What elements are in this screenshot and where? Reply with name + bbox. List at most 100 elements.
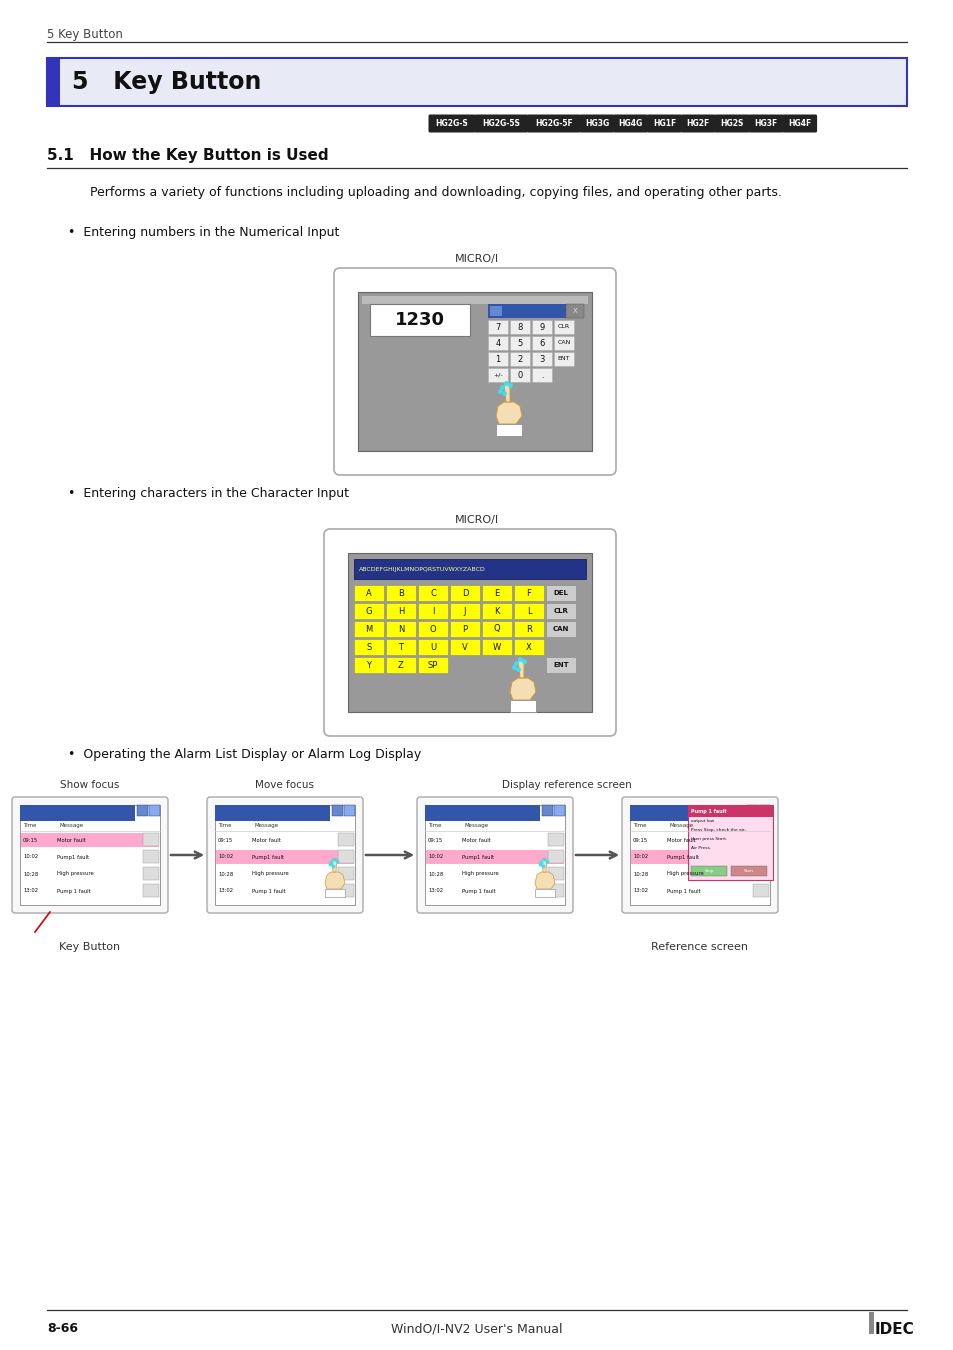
Bar: [47, 58, 906, 107]
Text: 10:28: 10:28: [428, 872, 443, 876]
Bar: [514, 603, 543, 620]
Polygon shape: [325, 872, 345, 890]
Bar: [687, 805, 772, 817]
Text: HG2G-5S: HG2G-5S: [482, 120, 519, 128]
Bar: [354, 559, 585, 579]
Bar: [532, 336, 552, 350]
Text: S: S: [366, 643, 372, 652]
Text: Pump 1 fault: Pump 1 fault: [252, 888, 286, 894]
Bar: [417, 603, 448, 620]
Text: 09:15: 09:15: [23, 837, 38, 842]
Bar: [532, 352, 552, 366]
Text: L: L: [526, 606, 531, 616]
Bar: [481, 639, 512, 655]
Text: Press Stop, check the air,: Press Stop, check the air,: [690, 828, 745, 832]
Bar: [547, 850, 563, 863]
Text: Pump1 fault: Pump1 fault: [666, 855, 699, 860]
Bar: [532, 369, 552, 382]
FancyBboxPatch shape: [621, 796, 778, 913]
Text: 10:28: 10:28: [23, 872, 38, 876]
Text: HG3G: HG3G: [584, 120, 608, 128]
Text: MICRO/I: MICRO/I: [455, 514, 498, 525]
Bar: [510, 369, 530, 382]
Bar: [386, 585, 416, 601]
Bar: [337, 850, 354, 863]
FancyBboxPatch shape: [680, 115, 715, 132]
Text: Y: Y: [366, 660, 371, 670]
Text: Pump 1 fault: Pump 1 fault: [57, 888, 91, 894]
Text: •  Entering numbers in the Numerical Input: • Entering numbers in the Numerical Inpu…: [68, 225, 339, 239]
Bar: [344, 805, 355, 815]
Text: 5 Key Button: 5 Key Button: [47, 28, 123, 40]
Bar: [337, 867, 354, 880]
Text: HG2G-S: HG2G-S: [436, 120, 468, 128]
Bar: [332, 805, 343, 815]
Text: SP: SP: [427, 660, 437, 670]
Text: I: I: [432, 606, 434, 616]
Bar: [426, 850, 563, 864]
Text: A: A: [366, 589, 372, 598]
Bar: [752, 833, 768, 846]
Bar: [143, 850, 159, 863]
Bar: [450, 585, 479, 601]
Bar: [554, 805, 564, 815]
Text: +/-: +/-: [493, 373, 502, 378]
Text: Move focus: Move focus: [255, 780, 314, 790]
Text: 3: 3: [538, 355, 544, 363]
Text: Performs a variety of functions including uploading and downloading, copying fil: Performs a variety of functions includin…: [90, 186, 781, 198]
Text: 10:02: 10:02: [633, 855, 648, 860]
Text: X: X: [572, 308, 577, 315]
Bar: [214, 805, 330, 821]
Text: C: C: [430, 589, 436, 598]
Text: ENT: ENT: [553, 662, 568, 668]
Text: High pressure: High pressure: [57, 872, 93, 876]
Text: •  Operating the Alarm List Display or Alarm Log Display: • Operating the Alarm List Display or Al…: [68, 748, 421, 761]
Text: Time: Time: [218, 824, 232, 828]
Bar: [535, 890, 555, 896]
Bar: [514, 639, 543, 655]
Bar: [337, 833, 354, 846]
Text: W: W: [493, 643, 500, 652]
Bar: [545, 621, 576, 637]
Bar: [490, 306, 501, 316]
Text: H: H: [397, 606, 404, 616]
Bar: [450, 603, 479, 620]
Text: IDEC: IDEC: [874, 1322, 914, 1336]
Bar: [370, 304, 470, 336]
Text: 13:02: 13:02: [23, 888, 38, 894]
Bar: [481, 603, 512, 620]
Polygon shape: [510, 678, 536, 701]
Bar: [354, 657, 384, 674]
FancyBboxPatch shape: [475, 115, 528, 132]
Text: 09:15: 09:15: [428, 837, 443, 842]
Text: 5.1   How the Key Button is Used: 5.1 How the Key Button is Used: [47, 148, 328, 163]
Text: Message: Message: [669, 824, 694, 828]
Text: Motor fault: Motor fault: [57, 837, 86, 842]
Bar: [450, 639, 479, 655]
Bar: [488, 352, 507, 366]
Text: 10:28: 10:28: [218, 872, 233, 876]
Text: 1230: 1230: [395, 310, 444, 329]
Polygon shape: [541, 859, 546, 872]
FancyBboxPatch shape: [646, 115, 681, 132]
Text: ENT: ENT: [558, 356, 570, 362]
Bar: [386, 621, 416, 637]
Bar: [354, 639, 384, 655]
Bar: [143, 867, 159, 880]
Text: Pump 1 fault: Pump 1 fault: [666, 888, 700, 894]
Bar: [629, 805, 769, 904]
Bar: [510, 352, 530, 366]
Text: 9: 9: [538, 323, 544, 332]
Text: Pump 1 fault: Pump 1 fault: [461, 888, 496, 894]
Bar: [514, 585, 543, 601]
Bar: [20, 805, 135, 821]
Text: Motor fault: Motor fault: [252, 837, 280, 842]
Bar: [488, 304, 583, 319]
Text: 10:02: 10:02: [23, 855, 38, 860]
Bar: [496, 424, 521, 436]
FancyBboxPatch shape: [613, 115, 647, 132]
Text: .: .: [540, 370, 543, 379]
Text: B: B: [397, 589, 403, 598]
Bar: [21, 833, 159, 846]
Bar: [417, 639, 448, 655]
